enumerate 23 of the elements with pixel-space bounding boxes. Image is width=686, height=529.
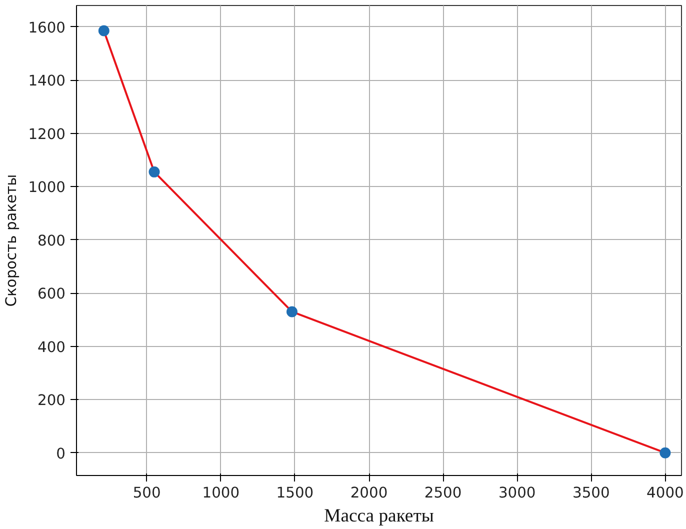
x-axis-title: Масса ракеты <box>324 506 434 526</box>
y-tick-label: 0 <box>56 445 66 462</box>
y-tick-label: 1400 <box>28 72 66 90</box>
y-tick-label: 600 <box>38 286 66 303</box>
y-tick-label: 1000 <box>28 179 66 196</box>
y-tick-label: 800 <box>38 232 66 250</box>
x-tick-label: 4000 <box>646 484 684 502</box>
x-tick-label: 2500 <box>424 484 462 502</box>
y-tick-label: 1600 <box>28 19 66 36</box>
y-tick-label: 200 <box>38 392 66 410</box>
point <box>148 166 160 178</box>
y-axis-title: Скорость ракеты <box>3 174 20 307</box>
point <box>660 447 671 458</box>
y-tick-label: 400 <box>38 338 66 356</box>
x-tick-label: 500 <box>132 484 161 502</box>
x-tick-label: 2000 <box>350 484 388 502</box>
point <box>98 25 110 36</box>
x-tick-label: 3500 <box>572 484 610 502</box>
point <box>286 306 298 318</box>
x-tick-label: 1500 <box>276 484 314 502</box>
y-tick-label: 1200 <box>28 126 66 143</box>
x-tick-label: 1000 <box>202 484 240 502</box>
x-tick-label: 3000 <box>498 484 536 502</box>
